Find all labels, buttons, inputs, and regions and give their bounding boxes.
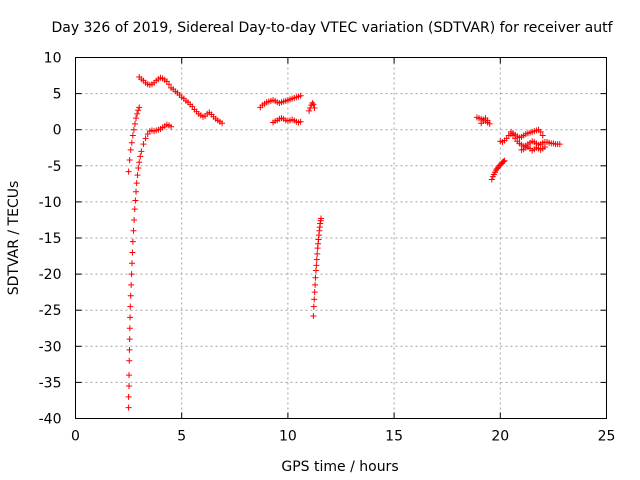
- plot-frame: [75, 57, 607, 419]
- x-tick-label: 5: [177, 429, 186, 445]
- y-tick-label: 0: [53, 123, 62, 139]
- data-point: [318, 215, 325, 222]
- data-point: [310, 312, 317, 319]
- data-point: [500, 158, 507, 165]
- y-tick-label: -5: [48, 159, 62, 175]
- data-point: [126, 372, 133, 379]
- data-point: [539, 132, 546, 139]
- data-point: [129, 132, 136, 139]
- data-point: [311, 296, 318, 303]
- y-tick-label: -15: [39, 231, 62, 247]
- data-point: [130, 227, 137, 234]
- data-point: [165, 81, 172, 88]
- data-point: [134, 172, 141, 179]
- data-point: [142, 135, 149, 142]
- data-point: [132, 197, 139, 204]
- data-point: [297, 92, 304, 99]
- data-point: [126, 336, 133, 343]
- y-tick-label: -25: [39, 303, 62, 319]
- data-point: [126, 157, 133, 164]
- y-axis-label: SDTVAR / TECUs: [6, 181, 22, 296]
- x-axis-label: GPS time / hours: [281, 459, 398, 475]
- data-point: [310, 101, 317, 108]
- chart-title: Day 326 of 2019, Sidereal Day-to-day VTE…: [51, 20, 613, 36]
- data-point: [129, 238, 136, 245]
- y-tick-label: -40: [39, 412, 62, 428]
- data-point: [313, 256, 320, 263]
- data-point: [128, 260, 135, 267]
- data-point: [311, 289, 318, 296]
- data-point: [134, 110, 141, 117]
- y-tick-label: 10: [44, 51, 62, 67]
- data-point: [128, 281, 135, 288]
- data-point: [135, 164, 142, 171]
- data-point: [312, 267, 319, 274]
- data-point: [126, 357, 133, 364]
- tick-labels: 0 5 10 15 20 25 -40 -35 -30 -25 -20 -15 -10 -5 0 5 10: [39, 51, 616, 445]
- data-point: [125, 404, 132, 411]
- data-point: [130, 126, 137, 133]
- data-point: [484, 117, 491, 124]
- data-point: [125, 168, 132, 175]
- data-point: [136, 159, 143, 166]
- data-point: [306, 107, 313, 114]
- data-point: [297, 118, 304, 125]
- data-point: [128, 139, 135, 146]
- data-point: [133, 180, 140, 187]
- x-tick-label: 0: [71, 429, 80, 445]
- data-point: [312, 281, 319, 288]
- data-point: [133, 115, 140, 122]
- data-point: [127, 303, 134, 310]
- data-point: [541, 144, 548, 151]
- data-point: [556, 141, 563, 148]
- y-tick-label: -20: [39, 267, 62, 283]
- data-point: [128, 271, 135, 278]
- data-point: [168, 123, 175, 130]
- data-point: [313, 262, 320, 269]
- data-point: [136, 104, 143, 111]
- grid-lines: [75, 57, 607, 419]
- data-point: [125, 393, 132, 400]
- x-tick-label: 20: [491, 429, 509, 445]
- data-point: [312, 274, 319, 281]
- data-point: [314, 250, 321, 257]
- y-tick-label: -35: [39, 375, 62, 391]
- data-point: [310, 303, 317, 310]
- data-point: [135, 107, 142, 114]
- x-tick-label: 10: [279, 429, 297, 445]
- data-point: [126, 383, 133, 390]
- data-point: [127, 292, 134, 299]
- data-point: [140, 141, 147, 148]
- data-point: [131, 216, 138, 223]
- data-point: [309, 99, 316, 106]
- x-tick-label: 15: [385, 429, 403, 445]
- x-tick-label: 25: [598, 429, 616, 445]
- data-point: [486, 120, 493, 127]
- data-point: [488, 176, 495, 183]
- data-point: [137, 153, 144, 160]
- data-point: [127, 314, 134, 321]
- data-point: [126, 325, 133, 332]
- data-point: [501, 157, 508, 164]
- data-point: [129, 249, 136, 256]
- data-point: [133, 188, 140, 195]
- y-tick-label: -10: [39, 195, 62, 211]
- data-points: [125, 73, 563, 411]
- y-tick-label: 5: [53, 87, 62, 103]
- data-point: [131, 120, 138, 127]
- data-point: [127, 146, 134, 153]
- data-point: [126, 346, 133, 353]
- data-point: [131, 206, 138, 213]
- data-point: [219, 120, 226, 127]
- data-point: [537, 128, 544, 135]
- data-point: [311, 105, 318, 112]
- data-point: [138, 148, 145, 155]
- y-tick-label: -30: [39, 339, 62, 355]
